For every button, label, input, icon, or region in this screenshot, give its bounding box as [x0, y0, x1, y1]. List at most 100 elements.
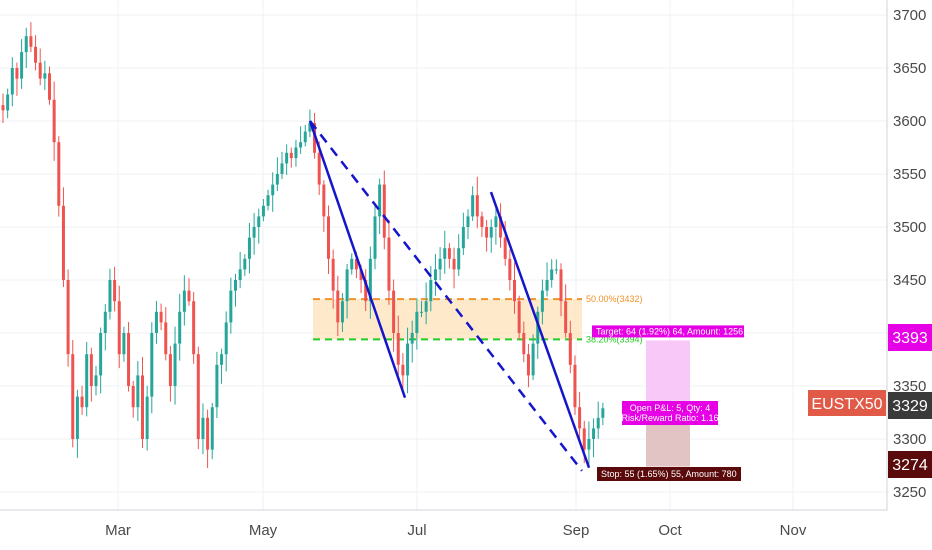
candle-body [443, 248, 447, 259]
candle-body [540, 290, 544, 312]
target-label-box [592, 325, 744, 338]
candle-body [471, 195, 475, 217]
candle-body [294, 147, 298, 159]
candle-body [252, 227, 256, 238]
candle-body [452, 258, 456, 270]
candles [1, 22, 605, 469]
candle-body [173, 343, 177, 386]
candle-body [57, 142, 61, 206]
candle-body [503, 237, 507, 259]
y-tick-label: 3700 [893, 7, 926, 24]
price-badges: 3393 3329 3274 EUSTX50 [808, 324, 932, 478]
candle-body [289, 152, 293, 159]
candle-body [1, 105, 5, 111]
candle-body [75, 396, 79, 439]
candle-body [29, 36, 33, 47]
candle-body [52, 99, 56, 143]
price-axis[interactable]: 3250330033503400345035003550360036503700 [893, 7, 926, 501]
candle-body [489, 227, 493, 238]
trendlines [308, 120, 591, 472]
candle-body [485, 227, 489, 238]
candle-body [331, 258, 335, 291]
candle-body [559, 269, 563, 302]
candle-body [66, 280, 70, 355]
candle-body [536, 311, 540, 344]
open-pl-box [622, 401, 718, 425]
candle-body [327, 216, 330, 259]
candle-body [340, 301, 344, 323]
candle-body [513, 280, 516, 302]
candle-body [433, 269, 437, 280]
candle-body [113, 280, 117, 302]
y-tick-label: 3550 [893, 166, 926, 183]
y-tick-label: 3650 [893, 60, 926, 77]
price-badge [888, 392, 932, 419]
price-badge [888, 324, 932, 351]
candle-body [6, 94, 10, 111]
candle-body [117, 301, 121, 355]
vertical-gridlines [117, 0, 794, 510]
candle-body [10, 68, 14, 95]
candle-body [350, 258, 354, 270]
candle-body [243, 258, 247, 270]
candle-body [517, 301, 521, 333]
candle-body [592, 428, 596, 439]
candle-body [127, 333, 131, 386]
candle-body [271, 184, 275, 196]
symbol-badge [808, 390, 886, 416]
open-pl-label: Open P&L: 5, Qty: 4 [630, 403, 711, 413]
candle-body [15, 68, 19, 79]
candle-body [415, 311, 419, 333]
candle-body [406, 343, 410, 376]
candle-body [531, 343, 535, 376]
candle-body [182, 290, 186, 312]
candle-body [178, 311, 182, 344]
candle-body [522, 333, 526, 355]
candle-body [80, 396, 84, 408]
candle-body [38, 62, 42, 79]
time-axis[interactable]: Mar May Jul Sep Oct Nov [105, 522, 807, 539]
candle-body [550, 269, 554, 280]
symbol-label: EUSTX50 [811, 396, 882, 413]
candle-body [508, 258, 512, 280]
price-badge-label: 3274 [892, 457, 928, 474]
candle-body [48, 73, 51, 100]
candle-body [568, 333, 572, 365]
candle-body [192, 301, 196, 355]
x-tick-label: Mar [105, 522, 131, 539]
candle-body [94, 375, 98, 386]
candle-body [229, 290, 233, 323]
candle-body [122, 333, 126, 355]
candle-body [159, 311, 163, 323]
y-tick-label: 3500 [893, 219, 926, 236]
x-tick-label: Jul [407, 522, 426, 539]
candle-body [336, 290, 340, 323]
candle-body [99, 333, 103, 376]
y-tick-label: 3250 [893, 484, 926, 501]
candle-body [20, 52, 24, 79]
candle-body [164, 322, 168, 355]
stop-label: Stop: 55 (1.65%) 55, Amount: 780 [601, 469, 737, 479]
candle-body [266, 195, 270, 206]
candle-body [299, 142, 303, 148]
fib-50-label: 50.00%(3432) [586, 294, 643, 304]
candle-body [373, 216, 377, 259]
fib-38-label: 38.20%(3394) [586, 334, 643, 344]
candle-body [85, 354, 89, 408]
candle-body [401, 364, 405, 376]
risk-reward-label: Risk/Reward Ratio: 1.16 [621, 413, 718, 423]
candle-body [420, 311, 423, 313]
candle-body [308, 123, 312, 132]
x-tick-label: May [249, 522, 278, 539]
x-tick-label: Nov [780, 522, 807, 539]
candle-body [587, 439, 591, 450]
candle-body [554, 269, 558, 271]
position-tool[interactable]: Target: 64 (1.92%) 64, Amount: 1256 Open … [592, 325, 744, 481]
candle-body [43, 73, 47, 79]
candle-body [280, 163, 284, 174]
candle-body [354, 258, 358, 270]
candle-body [206, 417, 210, 450]
candle-body [220, 354, 224, 365]
candle-body [392, 290, 396, 333]
